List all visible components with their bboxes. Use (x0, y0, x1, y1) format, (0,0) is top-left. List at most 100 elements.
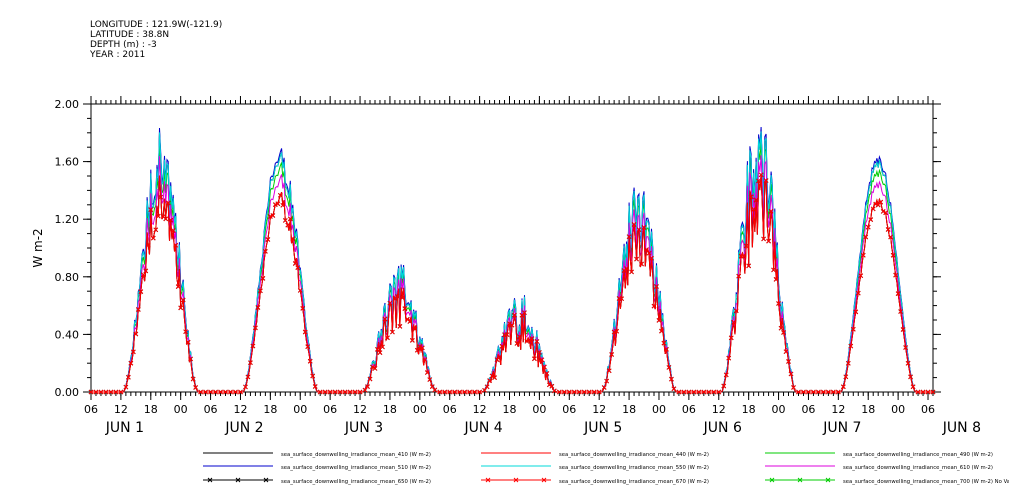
series-marker (514, 341, 520, 346)
x-tick-label: 06 (801, 403, 815, 416)
series-marker (835, 389, 841, 395)
series-marker (228, 389, 233, 395)
x-tick-label: 18 (144, 403, 158, 416)
series-marker (382, 316, 388, 322)
series-marker (138, 289, 144, 295)
series-marker (365, 384, 370, 389)
series-marker (529, 336, 535, 341)
series-marker (168, 217, 174, 223)
series-marker (614, 328, 619, 334)
day-label: JUN 8 (942, 420, 981, 436)
series-marker (98, 389, 104, 395)
series-marker (733, 308, 739, 314)
series-marker (581, 389, 587, 395)
series-marker (170, 228, 176, 233)
series-marker (387, 300, 393, 306)
x-tick-label: 06 (323, 403, 337, 416)
day-label: JUN 2 (224, 420, 263, 436)
series-6 (88, 172, 936, 395)
series-marker (716, 389, 722, 395)
series-marker (843, 374, 849, 380)
series-marker (873, 201, 879, 207)
x-tick-label: 18 (503, 403, 517, 416)
series-marker (606, 368, 612, 374)
series-layer (88, 126, 936, 395)
series-marker (238, 389, 243, 395)
series-marker (275, 201, 281, 207)
series-marker (155, 213, 161, 219)
series-marker (290, 236, 296, 241)
series-marker (726, 355, 732, 361)
series-marker (377, 350, 383, 355)
series-marker (417, 344, 423, 349)
x-tick-label: 12 (473, 403, 487, 416)
series-marker (619, 296, 624, 302)
series-marker (651, 303, 657, 309)
series-marker (539, 357, 545, 363)
series-marker (250, 343, 256, 349)
x-tick-label: 18 (742, 403, 756, 416)
series-marker (644, 247, 649, 252)
series-marker (763, 178, 769, 183)
series-marker (858, 273, 864, 279)
series-marker (447, 389, 453, 395)
series-marker (883, 210, 889, 216)
series-line (91, 174, 933, 393)
series-marker (163, 216, 169, 222)
series-line (91, 155, 933, 393)
series-marker (183, 329, 189, 335)
x-tick-label: 00 (293, 403, 307, 416)
legend-label: sea_surface_downwelling_irradiance_mean_… (559, 452, 709, 458)
series-marker (549, 383, 555, 389)
legend-entry: sea_surface_downwelling_irradiance_mean_… (765, 452, 993, 458)
y-tick-label: 1.60 (55, 156, 80, 169)
series-marker (507, 321, 512, 326)
series-marker (547, 382, 552, 388)
y-axis-label: W m-2 (31, 228, 45, 267)
series-marker (317, 389, 323, 395)
series-marker (419, 345, 425, 351)
legend-entry: sea_surface_downwelling_irradiance_mean_… (765, 465, 993, 471)
series-marker (165, 200, 171, 206)
series-marker (362, 387, 368, 393)
series-marker (576, 389, 582, 395)
series-marker (898, 309, 903, 314)
series-marker (870, 206, 876, 212)
series-marker (499, 343, 505, 349)
y-tick-label: 0.80 (55, 271, 80, 284)
series-marker (509, 322, 515, 328)
series-marker (158, 194, 164, 200)
series-marker (88, 389, 94, 395)
latitude-label: LATITUDE : 38.8N (90, 30, 170, 40)
x-tick-label: 12 (233, 403, 247, 416)
series-marker (848, 343, 854, 349)
series-marker (850, 326, 856, 332)
series-marker (153, 227, 159, 233)
legend-label: sea_surface_downwelling_irradiance_mean_… (843, 479, 1009, 485)
longitude-label: LONGITUDE : 121.9W(-121.9) (90, 20, 223, 30)
series-marker (395, 294, 400, 299)
series-line (91, 174, 933, 393)
year-label: YEAR : 2011 (90, 50, 146, 60)
series-marker (472, 389, 477, 395)
x-tick-label: 12 (831, 403, 845, 416)
series-marker (766, 238, 771, 244)
series-marker (840, 384, 846, 390)
series-marker (357, 389, 363, 395)
x-tick-label: 18 (263, 403, 277, 416)
series-1 (91, 174, 933, 393)
legend-marker (263, 477, 269, 483)
series-marker (292, 261, 298, 266)
x-tick-label: 12 (114, 403, 128, 416)
series-marker (903, 345, 908, 350)
series-marker (863, 234, 869, 240)
series-marker (282, 218, 288, 223)
series-marker (691, 389, 697, 395)
series-marker (258, 288, 263, 294)
series-marker (654, 284, 659, 289)
series-marker (492, 375, 497, 380)
series-marker (925, 389, 931, 395)
series-marker (337, 389, 343, 395)
day-label: JUN 6 (703, 420, 742, 436)
x-tick-label: 06 (921, 403, 935, 416)
